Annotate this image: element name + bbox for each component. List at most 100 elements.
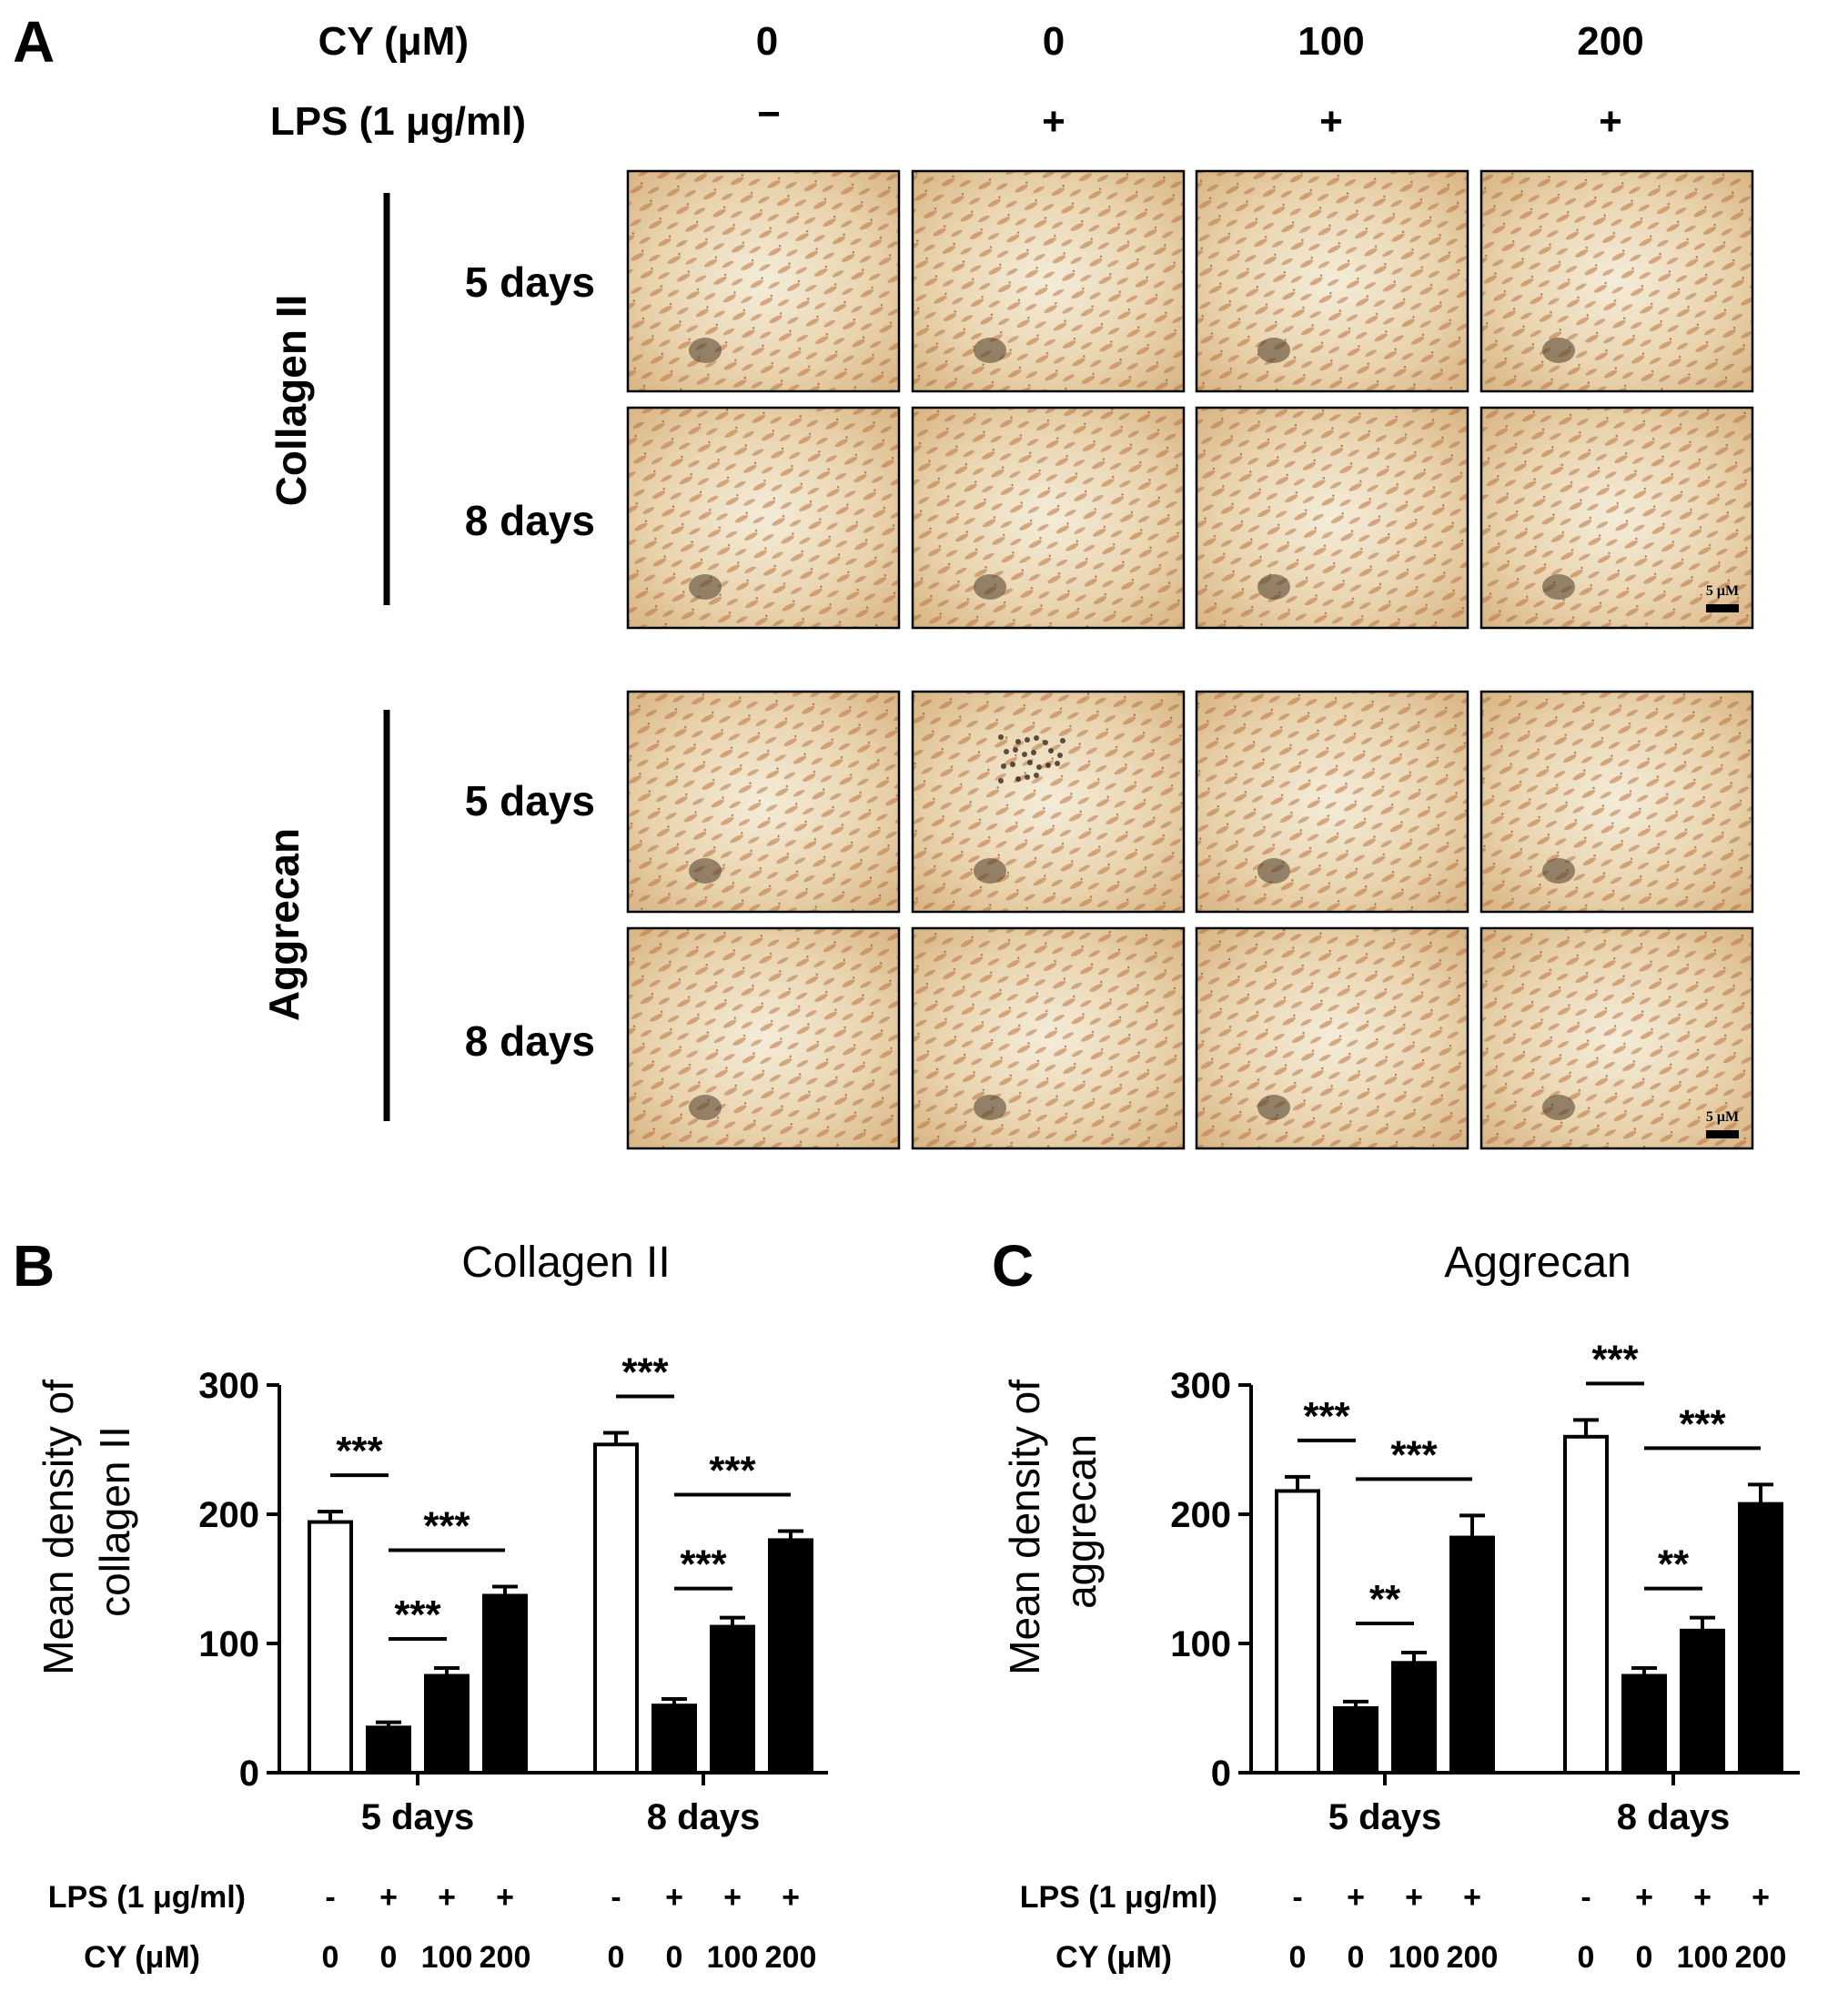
micrograph-frame: [1195, 406, 1469, 630]
micrograph-cluster-dot: [1025, 737, 1030, 743]
lps-condition-value: +: [1693, 1880, 1712, 1915]
significance-label: ***: [394, 1593, 441, 1637]
micrograph-artifact: [1257, 858, 1290, 884]
micrograph-cells: [1197, 928, 1468, 1148]
panel-b-letter: B: [13, 1233, 55, 1299]
lps-condition-value: +: [665, 1880, 683, 1915]
lps-header-value: +: [1042, 99, 1065, 144]
micrograph-frame: [1479, 169, 1754, 393]
micrograph-cluster-dot: [1034, 735, 1039, 741]
micrograph-cells: [913, 171, 1184, 391]
panel-a-letter: A: [13, 9, 55, 75]
lps-condition-value: +: [1463, 1880, 1481, 1915]
cy-condition-value: 0: [666, 1940, 683, 1975]
micrograph-cluster-dot: [1031, 750, 1036, 755]
lps-condition-value: +: [723, 1880, 742, 1915]
micrograph-frame: [911, 690, 1186, 914]
micrograph-frame: [626, 690, 901, 914]
bar: [424, 1673, 470, 1775]
bar: [1563, 1434, 1609, 1775]
cy-condition-value: 200: [1735, 1940, 1787, 1975]
cy-condition-value: 100: [421, 1940, 473, 1975]
micrograph-cells: [628, 928, 899, 1148]
scale-bar-label: 5 μM: [1706, 1109, 1739, 1125]
micrograph-artifact: [689, 1095, 722, 1120]
cy-header-value: 0: [1043, 19, 1065, 64]
micrograph-cells: [913, 692, 1184, 912]
micrograph-cells: [1481, 171, 1752, 391]
micrograph-cluster-dot: [1060, 738, 1065, 743]
cy-condition-value: 0: [1348, 1940, 1365, 1975]
chart-title: Collagen II: [461, 1239, 670, 1287]
bar: [1449, 1535, 1495, 1775]
y-tick-label: 0: [1211, 1754, 1231, 1794]
micrograph-artifact: [1542, 338, 1575, 363]
micrograph-cells: [913, 928, 1184, 1148]
micrograph-frame: [626, 926, 901, 1150]
cy-condition-value: 100: [1389, 1940, 1440, 1975]
micrograph-cells: [1481, 408, 1752, 628]
cy-condition-value: 0: [380, 1940, 398, 1975]
lps-condition-label: LPS (1 μg/ml): [1020, 1880, 1217, 1915]
micrograph-cells: [1481, 928, 1752, 1148]
significance-label: ***: [1390, 1432, 1438, 1477]
lps-header-value: −: [757, 92, 781, 137]
micrograph-artifact: [1542, 1095, 1575, 1120]
bar: [768, 1538, 813, 1775]
micrograph-cells: [1197, 408, 1468, 628]
significance-label: ***: [423, 1504, 470, 1549]
micrograph-frame: [1195, 926, 1469, 1150]
bar: [1333, 1706, 1378, 1775]
bar: [1738, 1502, 1783, 1775]
micrograph-cluster-dot: [1013, 747, 1018, 753]
micrograph-cluster-dot: [1057, 753, 1063, 758]
chart-title: Aggrecan: [1444, 1239, 1631, 1287]
lps-condition-value: +: [1752, 1880, 1770, 1915]
micrograph-frame: [1195, 690, 1469, 914]
panel-b: B Collagen II Mean density of collagen I…: [13, 1233, 828, 1975]
lps-condition-value: -: [1580, 1880, 1590, 1915]
bar: [308, 1520, 353, 1775]
x-category-label: 5 days: [1328, 1797, 1442, 1837]
bar: [1621, 1673, 1667, 1775]
x-category-label: 8 days: [647, 1797, 761, 1837]
cy-condition-value: 100: [1677, 1940, 1729, 1975]
bar: [1680, 1628, 1725, 1775]
scale-bar: [1706, 604, 1739, 612]
micrograph-cluster-dot: [1043, 740, 1048, 745]
bar: [1391, 1661, 1437, 1775]
cy-condition-value: 100: [707, 1940, 759, 1975]
micrograph-frame: [911, 926, 1186, 1150]
micrograph-artifact: [1257, 338, 1290, 363]
lps-condition-value: +: [438, 1880, 456, 1915]
micrograph-cluster-dot: [998, 778, 1004, 784]
bar: [1275, 1489, 1320, 1775]
micrograph-artifact: [689, 338, 722, 363]
micrograph-grid: [626, 169, 1754, 1150]
micrograph-artifact: [1542, 858, 1575, 884]
micrograph-artifact: [1257, 1095, 1290, 1120]
micrograph-cells: [628, 171, 899, 391]
micrograph-cluster-dot: [1004, 749, 1009, 754]
panel-c-letter: C: [992, 1233, 1034, 1299]
micrograph-cluster-dot: [1034, 773, 1039, 778]
significance-label: ***: [336, 1429, 383, 1473]
cy-condition-value: 200: [1447, 1940, 1499, 1975]
cy-condition-value: 0: [1636, 1940, 1653, 1975]
cy-condition-value: 0: [322, 1940, 339, 1975]
significance-label: ***: [1303, 1394, 1350, 1439]
y-tick-label: 200: [1170, 1495, 1231, 1535]
significance-label: ***: [709, 1448, 756, 1492]
y-tick-label: 200: [198, 1495, 259, 1535]
bar: [593, 1442, 639, 1775]
micrograph-artifact: [974, 1095, 1006, 1120]
row-label: 8 days: [465, 1017, 595, 1065]
micrograph-cluster-dot: [1036, 764, 1042, 770]
micrograph-cluster-dot: [1045, 763, 1051, 768]
significance-label: ***: [1679, 1401, 1726, 1446]
cy-condition-label: CY (μM): [1055, 1940, 1172, 1975]
bar: [366, 1725, 411, 1775]
